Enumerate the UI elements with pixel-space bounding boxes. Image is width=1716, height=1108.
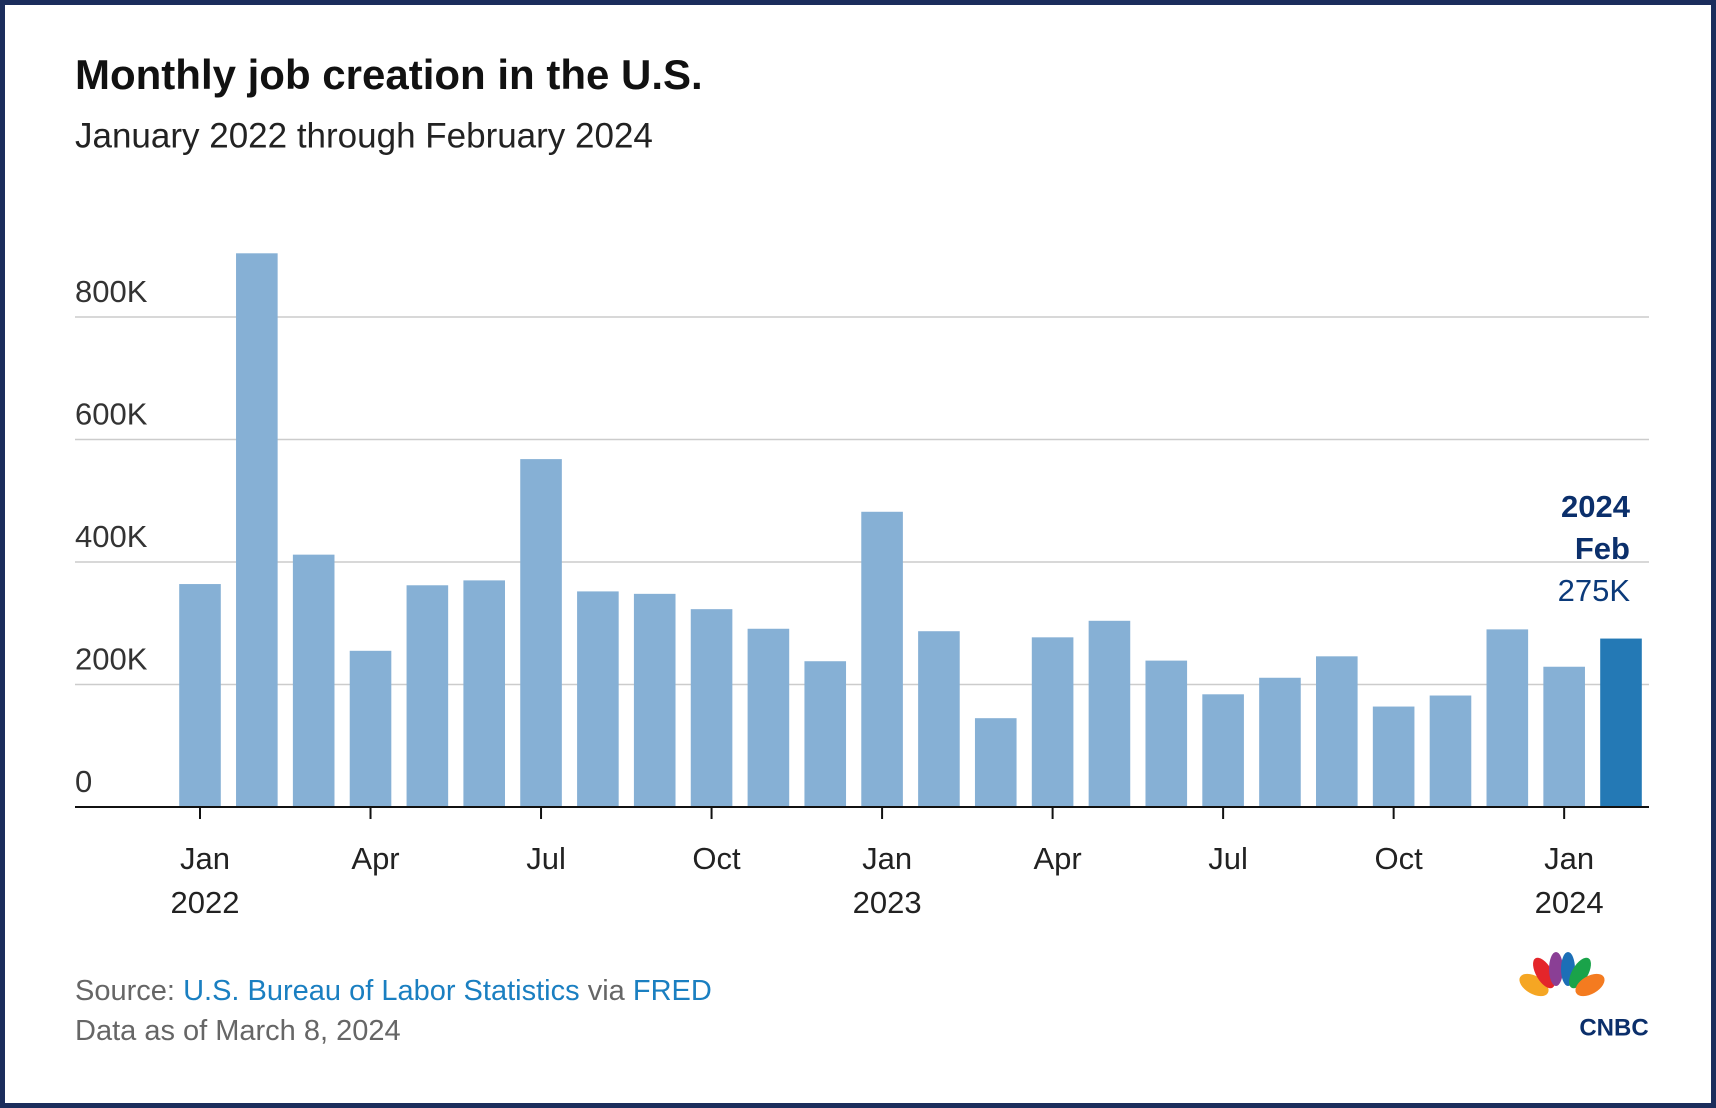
bar [804,661,847,807]
x-tick-label: Apr [351,841,400,876]
x-tick-label: Oct [1374,841,1423,876]
x-tick-label: Jan 2022 [170,841,240,920]
bar [1202,694,1244,807]
chart-title: Monthly job creation in the U.S. [75,51,703,98]
bar [1031,637,1074,807]
bar [179,584,221,807]
bar [520,459,562,807]
bar [1543,666,1585,807]
logo-peacock [1519,952,1605,997]
x-tick-label: Apr [1033,841,1082,876]
y-tick-label: 800K [75,274,148,309]
y-tick-label: 600K [75,397,148,432]
x-tick-label: Jul [1208,841,1248,876]
x-tick-label: Oct [692,841,741,876]
footer: Source: U.S. Bureau of Labor Statistics vi… [75,971,720,1051]
bar [690,609,733,807]
bar [349,650,392,807]
bar [1429,695,1472,807]
bar [633,593,676,807]
value-label: 275K [1558,573,1631,608]
bar [1145,660,1188,807]
bar [1372,706,1415,807]
source-link[interactable]: U.S. Bureau of Labor Statistics [183,975,580,1007]
bar [236,253,278,808]
bar [861,511,903,807]
chart-subtitle: January 2022 through February 2024 [75,116,653,155]
bar [1486,629,1529,807]
bar [577,591,619,807]
source-line: Source: U.S. Bureau of Labor Statistics vi… [75,971,720,1011]
bar [1316,656,1358,807]
annotation: Feb [1575,531,1630,566]
bar [974,718,1017,807]
bar [1259,677,1301,807]
y-tick-label: 200K [75,642,148,677]
chart: Monthly job creation in the U.S. January… [75,51,1649,1041]
bar [918,631,960,807]
logo-text: CNBC [1579,1014,1648,1041]
data-note: Data as of March 8, 2024 [75,1015,401,1047]
y-tick-label: 0 [75,764,92,799]
bar [1088,620,1131,807]
x-tick-label: Jul [526,841,566,876]
bar [747,628,790,807]
x-tick-label: Jan 2024 [1534,841,1604,920]
source-joiner: via [587,975,625,1007]
annotation: 2024 [1561,489,1631,524]
bar [463,580,505,807]
bar [292,554,335,807]
bar [1600,638,1642,807]
bar [406,585,449,807]
y-tick-label: 400K [75,519,148,554]
source-link[interactable]: FRED [632,975,712,1007]
source-prefix: Source: [75,975,175,1007]
x-tick-label: Jan 2023 [852,841,922,920]
